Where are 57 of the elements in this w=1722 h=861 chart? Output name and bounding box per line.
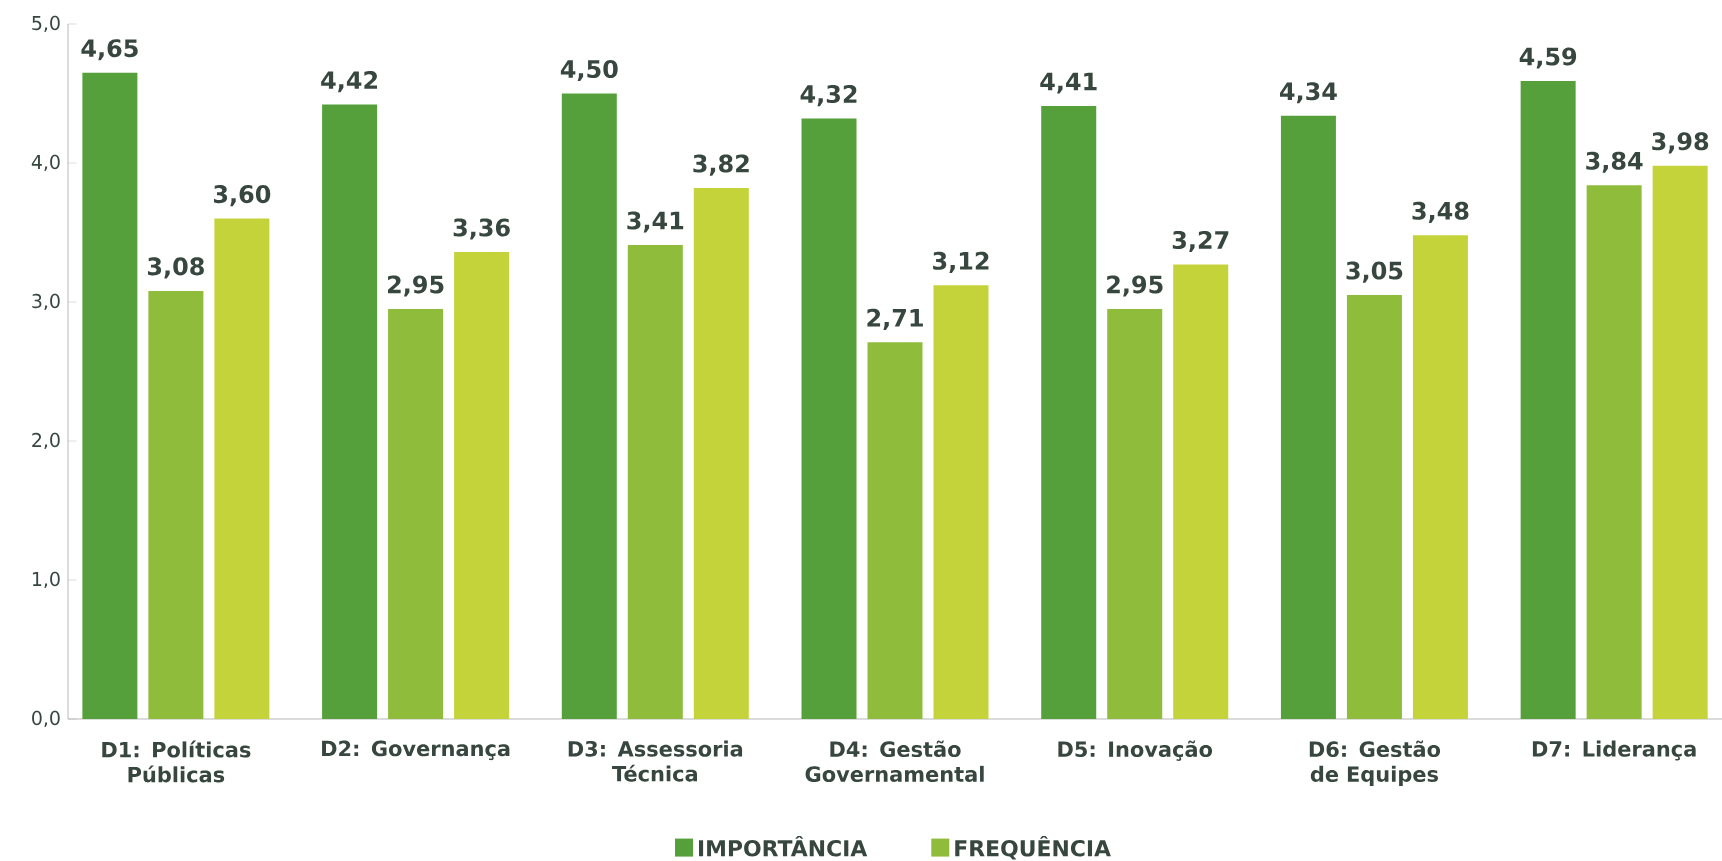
data-label: 3,08 [147,257,204,279]
bar [388,308,444,720]
data-label: 3,60 [213,185,271,207]
bar [214,218,270,720]
data-label: 3,98 [1652,132,1709,154]
data-label: 3,82 [693,154,749,176]
bar [322,104,378,720]
legend-label: FREQUÊNCIA [955,835,1111,860]
bar [627,245,683,720]
data-label: 3,05 [1346,261,1403,283]
y-tick-label: 2,0 [32,432,60,450]
bar [693,188,749,720]
x-tick-label: D5: Inovação [1058,740,1213,761]
data-label: 2,71 [867,308,923,330]
y-tick-label: 4,0 [31,154,60,172]
bar [1586,185,1642,720]
bar [1652,165,1708,720]
y-tick-label: 5,0 [32,15,60,33]
legend-label: IMPORTÂNCIA [698,835,868,857]
bar [801,118,857,720]
bar [1280,115,1336,720]
bar [1173,264,1229,720]
bar [1041,106,1097,720]
data-label: 2,95 [1107,275,1163,297]
x-tick-label: D4: Gestão Governamental [805,740,984,783]
x-tick-label: D3: Assessoria Técnica [568,740,743,782]
data-label: 4,42 [321,71,378,93]
data-label: 3,84 [1586,151,1643,173]
bar [1412,235,1468,720]
data-label: 3,48 [1412,201,1469,223]
bar [148,290,204,720]
data-label: 3,36 [453,218,510,240]
data-label: 4,65 [81,39,138,61]
y-tick-label: 3,0 [32,293,60,311]
y-tick-label: 1,0 [32,571,60,589]
data-label: 2,95 [388,275,444,297]
bar [454,251,510,720]
data-label: 4,41 [1040,72,1097,94]
bar [561,93,617,720]
data-label: 4,32 [800,84,857,107]
bar [933,285,989,720]
x-tick-label: D2: Governança [322,740,510,761]
x-tick-label: D6: Gestão de Equipes [1309,740,1441,787]
x-tick-label: D7: Liderança [1532,740,1696,761]
data-label: 3,41 [627,211,684,233]
bar [1520,80,1576,720]
data-label: 4,50 [560,59,618,82]
data-label: 4,59 [1519,47,1577,69]
x-tick-label: D1: Políticas Públicas [102,740,251,783]
y-tick-label: 0,0 [32,710,60,728]
bar [1107,308,1163,720]
bar [1346,295,1402,720]
data-label: 3,27 [1172,230,1229,253]
bar [867,342,923,720]
bar [82,72,138,720]
data-label: 4,34 [1280,82,1337,104]
data-label: 3,12 [933,251,989,273]
